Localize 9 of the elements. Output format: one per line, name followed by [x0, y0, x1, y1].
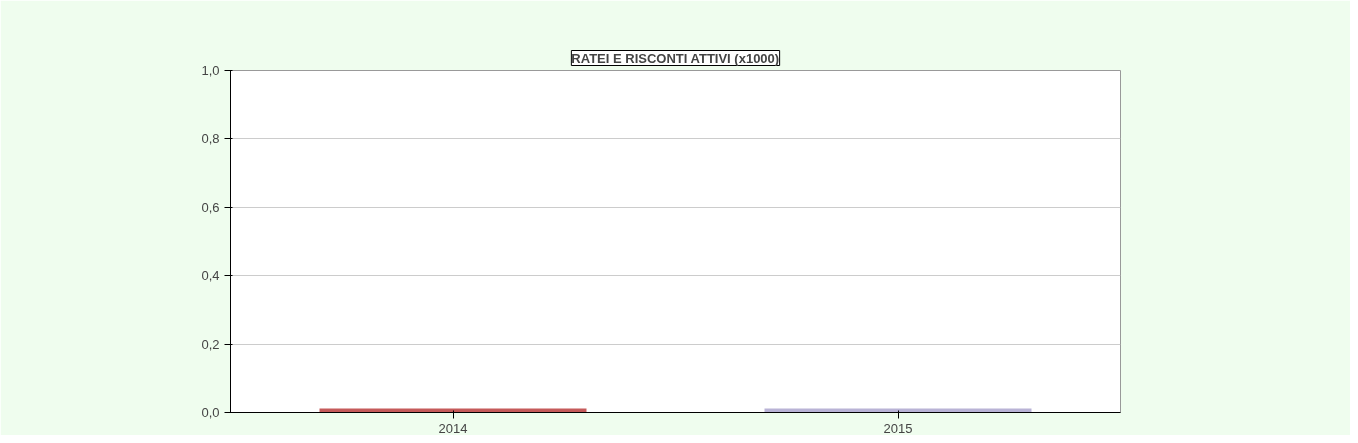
y-tick-label: 0,8: [201, 131, 220, 147]
y-tick-label: 0,0: [201, 405, 220, 420]
y-tick-label: 1,0: [201, 63, 220, 78]
x-tick-label: 2014: [438, 420, 468, 436]
chart-title: RATEI E RISCONTI ATTIVI (x1000): [571, 50, 780, 66]
x-tick-label: 2015: [883, 420, 913, 436]
y-tick-label: 0,2: [201, 336, 220, 352]
y-tick-label: 0,4: [201, 268, 220, 284]
y-tick-label: 0,6: [201, 199, 220, 215]
